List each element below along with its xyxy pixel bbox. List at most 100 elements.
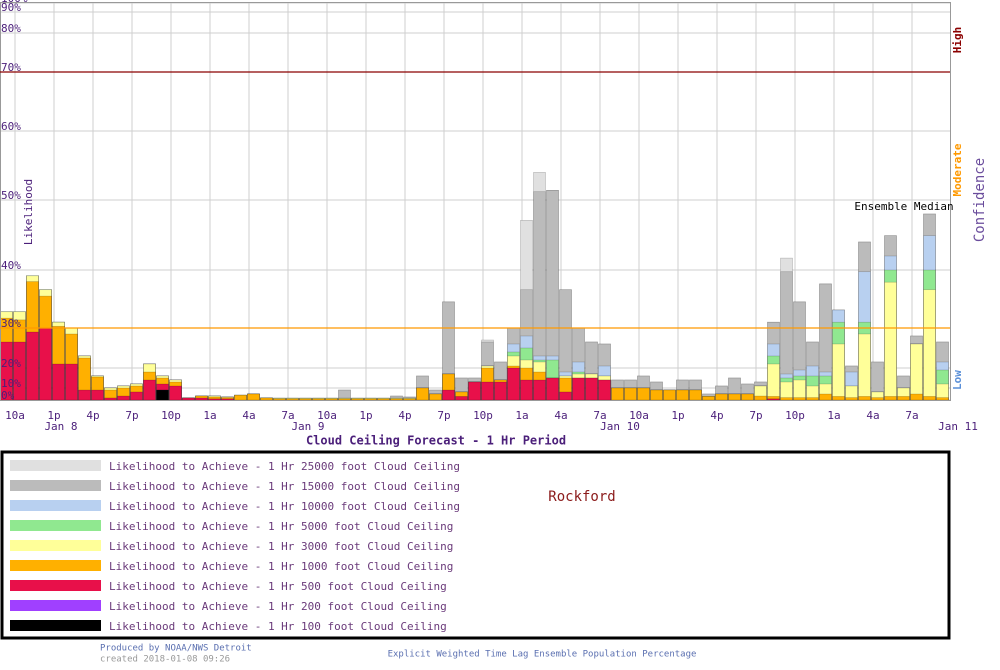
x-date-label: Jan 8 bbox=[44, 420, 77, 433]
bar bbox=[624, 387, 637, 401]
bar bbox=[845, 397, 858, 401]
x-tick-label: 1a bbox=[515, 409, 528, 422]
bar bbox=[65, 363, 78, 401]
bar bbox=[793, 379, 806, 401]
bar bbox=[52, 363, 65, 401]
bar bbox=[650, 389, 663, 401]
bar bbox=[481, 381, 494, 401]
annotation: Ensemble Median bbox=[854, 200, 953, 213]
bar bbox=[364, 398, 377, 401]
bar bbox=[468, 381, 481, 401]
bar bbox=[195, 397, 208, 401]
legend-label: Likelihood to Achieve - 1 Hr 3000 foot C… bbox=[109, 540, 453, 553]
legend-label: Likelihood to Achieve - 1 Hr 1000 foot C… bbox=[109, 560, 453, 573]
bar bbox=[416, 387, 429, 401]
x-tick-label: 4p bbox=[398, 409, 411, 422]
confidence-level-label: Low bbox=[951, 370, 964, 390]
bar bbox=[520, 379, 533, 401]
x-tick-label: 10p bbox=[161, 409, 181, 422]
x-tick-label: 10a bbox=[5, 409, 25, 422]
y-axis-label: Likelihood bbox=[22, 179, 35, 245]
y-tick-label: 100% bbox=[1, 0, 28, 5]
bar bbox=[377, 398, 390, 401]
bar bbox=[832, 396, 845, 401]
x-tick-label: 7p bbox=[125, 409, 138, 422]
bar bbox=[585, 377, 598, 401]
bar bbox=[143, 379, 156, 401]
bar bbox=[494, 381, 507, 401]
bar bbox=[286, 398, 299, 401]
confidence-level-label: High bbox=[951, 27, 964, 54]
bar bbox=[559, 391, 572, 401]
y-tick-label: 90% bbox=[1, 1, 21, 14]
bar bbox=[117, 395, 130, 401]
x-tick-label: 4a bbox=[554, 409, 567, 422]
bar bbox=[182, 397, 195, 401]
y-tick-label: 40% bbox=[1, 259, 21, 272]
bar bbox=[754, 395, 767, 401]
footer-created: created 2018-01-08 09:26 bbox=[100, 655, 230, 665]
bar bbox=[897, 396, 910, 401]
bar bbox=[572, 377, 585, 401]
x-date-label: Jan 11 bbox=[938, 420, 978, 433]
bar bbox=[26, 331, 39, 401]
bar bbox=[546, 377, 559, 401]
legend-swatch bbox=[10, 460, 101, 471]
x-tick-label: 1a bbox=[203, 409, 216, 422]
x-tick-label: 4p bbox=[710, 409, 723, 422]
y-tick-label: 30% bbox=[1, 317, 21, 330]
y-tick-label: 0% bbox=[1, 389, 15, 402]
bar bbox=[78, 389, 91, 401]
bar bbox=[702, 396, 715, 401]
bar bbox=[858, 396, 871, 401]
x-tick-label: 4a bbox=[242, 409, 255, 422]
x-tick-label: 7a bbox=[281, 409, 294, 422]
bar bbox=[156, 389, 169, 401]
x-tick-label: 1p bbox=[671, 409, 684, 422]
y-tick-label: 10% bbox=[1, 377, 21, 390]
bar bbox=[936, 397, 949, 401]
bar bbox=[858, 333, 871, 401]
bar bbox=[260, 397, 273, 401]
x-tick-label: 7p bbox=[437, 409, 450, 422]
bar bbox=[663, 389, 676, 401]
bar bbox=[13, 341, 26, 401]
bar bbox=[130, 391, 143, 401]
bar bbox=[871, 397, 884, 401]
bar bbox=[923, 396, 936, 401]
x-tick-label: 4p bbox=[86, 409, 99, 422]
bar bbox=[676, 389, 689, 401]
x-tick-label: 1a bbox=[827, 409, 840, 422]
legend-box bbox=[0, 450, 951, 640]
bar bbox=[884, 281, 897, 401]
y-tick-label: 80% bbox=[1, 22, 21, 35]
bar bbox=[780, 381, 793, 401]
bar bbox=[611, 387, 624, 401]
bar bbox=[442, 389, 455, 401]
bar bbox=[39, 327, 52, 401]
bar bbox=[455, 396, 468, 401]
bar bbox=[533, 379, 546, 401]
legend-swatch bbox=[10, 520, 101, 531]
bar bbox=[429, 393, 442, 401]
legend-label: Likelihood to Achieve - 1 Hr 100 foot Cl… bbox=[109, 620, 447, 633]
confidence-label: Confidence bbox=[972, 158, 988, 242]
bar bbox=[793, 397, 806, 401]
bar bbox=[884, 396, 897, 401]
x-tick-label: 7a bbox=[593, 409, 606, 422]
legend-label: Likelihood to Achieve - 1 Hr 25000 foot … bbox=[109, 460, 460, 473]
bar bbox=[715, 393, 728, 401]
bar bbox=[299, 398, 312, 401]
bar bbox=[689, 389, 702, 401]
y-tick-label: 70% bbox=[1, 61, 21, 74]
x-tick-label: 4a bbox=[866, 409, 879, 422]
bar bbox=[91, 389, 104, 401]
bar bbox=[234, 394, 247, 401]
bar bbox=[741, 393, 754, 401]
x-tick-label: 10p bbox=[785, 409, 805, 422]
bar bbox=[767, 398, 780, 401]
legend-swatch bbox=[10, 580, 101, 591]
location: Rockford bbox=[548, 489, 615, 505]
bar bbox=[390, 398, 403, 401]
